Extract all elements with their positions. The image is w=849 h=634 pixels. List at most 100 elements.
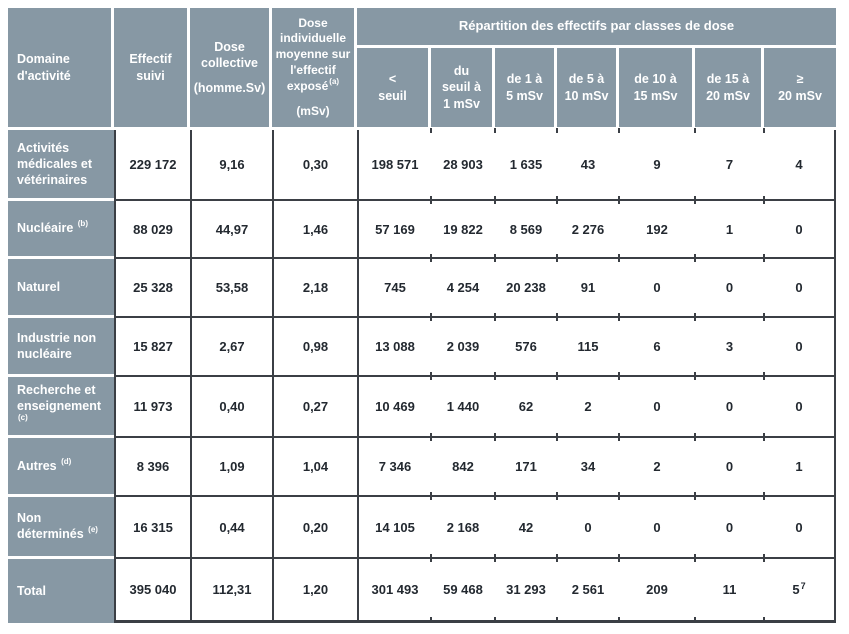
cell-dose-collective: 2,67 xyxy=(190,318,272,377)
header-domaine-activite-label: Domaine d'activité xyxy=(17,52,71,83)
cell-dose-collective: 112,31 xyxy=(190,559,272,623)
row-label: Non déterminés (e) xyxy=(8,497,114,559)
header-class-15-20msv: de 15 à 20 mSv xyxy=(695,48,764,130)
cell-class-15-20msv: 0 xyxy=(694,436,764,497)
cell-effectif-suivi: 16 315 xyxy=(114,497,190,559)
header-class-1-5msv: de 1 à 5 mSv xyxy=(495,48,557,130)
header-class-10-15msv: de 10 à 15 mSv xyxy=(619,48,695,130)
cell-class-15-20msv: 3 xyxy=(694,316,764,377)
row-label: Recherche et enseignement (c) xyxy=(8,377,114,438)
cell-dose-collective: 1,09 xyxy=(190,438,272,497)
cell-class-over-20msv: 1 xyxy=(763,436,836,497)
cell-class-15-20msv: 0 xyxy=(694,257,764,318)
cell-class-1-5msv: 42 xyxy=(494,495,557,559)
header-class-below-seuil: < seuil xyxy=(357,48,431,130)
cell-dose-collective: 0,40 xyxy=(190,377,272,438)
row-label: Autres (d) xyxy=(8,438,114,497)
cell-dose-individuelle: 2,18 xyxy=(272,259,357,318)
cell-class-below-seuil: 57 169 xyxy=(357,201,431,259)
cell-class-1-5msv: 576 xyxy=(494,316,557,377)
cell-class-1-5msv: 8 569 xyxy=(494,199,557,259)
cell-class-1-5msv: 31 293 xyxy=(494,557,557,623)
footnote-marker-7: 7 xyxy=(800,580,806,591)
row-label: Industrie non nucléaire xyxy=(8,318,114,377)
header-dose-collective-unit: (homme.Sv) xyxy=(193,81,266,96)
header-class-seuil-1msv: du seuil à 1 mSv xyxy=(431,48,495,130)
cell-class-seuil-1msv: 842 xyxy=(430,436,495,497)
cell-class-5-10msv: 115 xyxy=(556,316,619,377)
cell-effectif-suivi: 395 040 xyxy=(114,559,190,623)
cell-class-over-20msv: 0 xyxy=(763,257,836,318)
cell-class-below-seuil: 301 493 xyxy=(357,559,431,623)
cell-class-10-15msv: 0 xyxy=(618,375,695,438)
cell-class-15-20msv: 1 xyxy=(694,199,764,259)
cell-effectif-suivi: 11 973 xyxy=(114,377,190,438)
cell-class-1-5msv: 20 238 xyxy=(494,257,557,318)
cell-dose-collective: 9,16 xyxy=(190,130,272,201)
cell-class-5-10msv: 0 xyxy=(556,495,619,559)
cell-class-seuil-1msv: 59 468 xyxy=(430,557,495,623)
cell-class-10-15msv: 209 xyxy=(618,557,695,623)
cell-effectif-suivi: 229 172 xyxy=(114,130,190,201)
footnote-marker: (d) xyxy=(61,456,72,466)
cell-class-10-15msv: 0 xyxy=(618,495,695,559)
header-class-5-10msv: de 5 à 10 mSv xyxy=(557,48,619,130)
cell-dose-collective: 0,44 xyxy=(190,497,272,559)
cell-class-seuil-1msv: 1 440 xyxy=(430,375,495,438)
cell-class-5-10msv: 91 xyxy=(556,257,619,318)
cell-class-15-20msv: 0 xyxy=(694,495,764,559)
header-dose-collective: Dose collective (homme.Sv) xyxy=(190,8,272,130)
cell-class-seuil-1msv: 19 822 xyxy=(430,199,495,259)
cell-dose-individuelle: 0,98 xyxy=(272,318,357,377)
cell-class-below-seuil: 7 346 xyxy=(357,438,431,497)
cell-class-10-15msv: 192 xyxy=(618,199,695,259)
cell-dose-individuelle: 1,46 xyxy=(272,201,357,259)
cell-class-over-20msv: 0 xyxy=(763,495,836,559)
cell-class-below-seuil: 14 105 xyxy=(357,497,431,559)
cell-class-5-10msv: 2 276 xyxy=(556,199,619,259)
cell-class-10-15msv: 2 xyxy=(618,436,695,497)
cell-class-10-15msv: 9 xyxy=(618,128,695,201)
cell-class-over-20msv: 0 xyxy=(763,375,836,438)
footnote-marker-a: (a) xyxy=(329,77,340,87)
cell-class-5-10msv: 2 561 xyxy=(556,557,619,623)
cell-dose-individuelle: 0,20 xyxy=(272,497,357,559)
cell-dose-individuelle: 1,04 xyxy=(272,438,357,497)
dose-distribution-table: Domaine d'activité Effectif suivi Dose c… xyxy=(8,8,836,623)
cell-class-5-10msv: 34 xyxy=(556,436,619,497)
cell-class-over-20msv: 0 xyxy=(763,316,836,377)
cell-dose-individuelle: 0,27 xyxy=(272,377,357,438)
cell-class-5-10msv: 43 xyxy=(556,128,619,201)
cell-class-1-5msv: 1 635 xyxy=(494,128,557,201)
footnote-marker: (c) xyxy=(18,413,28,423)
cell-class-below-seuil: 10 469 xyxy=(357,377,431,438)
cell-class-below-seuil: 198 571 xyxy=(357,130,431,201)
footnote-marker: (e) xyxy=(88,525,98,535)
cell-class-5-10msv: 2 xyxy=(556,375,619,438)
cell-class-seuil-1msv: 2 168 xyxy=(430,495,495,559)
cell-dose-collective: 53,58 xyxy=(190,259,272,318)
header-class-over-20msv: ≥ 20 mSv xyxy=(764,48,836,130)
row-label: Total xyxy=(8,559,114,623)
cell-class-seuil-1msv: 2 039 xyxy=(430,316,495,377)
cell-class-1-5msv: 171 xyxy=(494,436,557,497)
cell-effectif-suivi: 8 396 xyxy=(114,438,190,497)
cell-class-over-20msv: 0 xyxy=(763,199,836,259)
header-dose-individuelle: Dose individuelle moyenne sur l'effectif… xyxy=(272,8,357,130)
cell-class-over-20msv: 4 xyxy=(763,128,836,201)
cell-dose-individuelle: 0,30 xyxy=(272,130,357,201)
header-dose-individuelle-unit: (mSv) xyxy=(296,103,330,118)
header-domaine-activite: Domaine d'activité xyxy=(8,8,114,130)
cell-class-10-15msv: 6 xyxy=(618,316,695,377)
header-dose-individuelle-label: Dose individuelle moyenne sur l'effectif… xyxy=(275,15,351,118)
cell-class-below-seuil: 745 xyxy=(357,259,431,318)
row-label: Activités médicales et vétérinaires xyxy=(8,130,114,201)
row-label: Naturel xyxy=(8,259,114,318)
header-effectif-suivi: Effectif suivi xyxy=(114,8,190,130)
cell-effectif-suivi: 25 328 xyxy=(114,259,190,318)
footnote-marker: (b) xyxy=(77,219,88,229)
cell-class-15-20msv: 0 xyxy=(694,375,764,438)
cell-class-10-15msv: 0 xyxy=(618,257,695,318)
cell-effectif-suivi: 15 827 xyxy=(114,318,190,377)
